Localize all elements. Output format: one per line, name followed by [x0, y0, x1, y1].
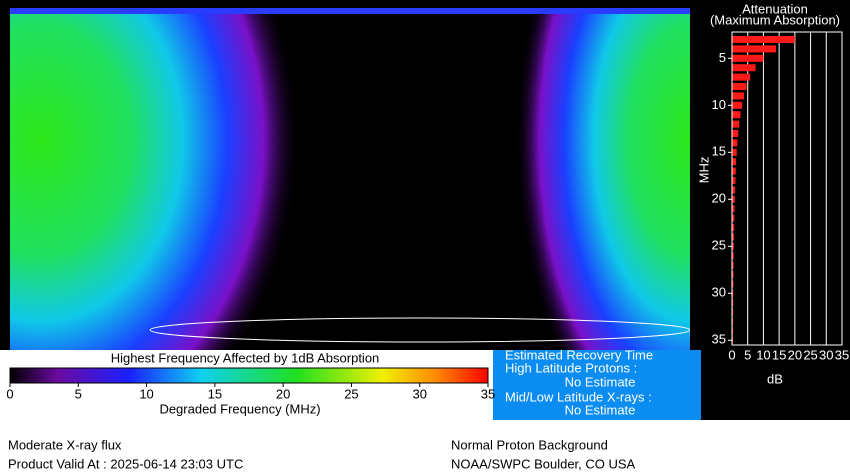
bar: [732, 158, 737, 166]
x-tick-label: 5: [744, 347, 751, 362]
colorbar-tick-label: 20: [276, 386, 290, 401]
colorbar-tick-label: 35: [481, 386, 495, 401]
x-axis-label: dB: [767, 371, 783, 386]
bar: [732, 186, 736, 194]
bar: [732, 195, 735, 203]
bar: [732, 167, 736, 175]
x-tick-label: 0: [728, 347, 735, 362]
bar: [732, 214, 735, 222]
y-tick-label: 5: [719, 50, 726, 65]
y-tick-label: 15: [712, 144, 726, 159]
bar: [732, 148, 737, 156]
coastline: [149, 317, 690, 343]
bar: [732, 54, 764, 62]
x-tick-label: 10: [756, 347, 770, 362]
footer-text: Normal Proton Background: [451, 437, 608, 452]
colorbar-tick-label: 0: [6, 386, 13, 401]
recovery-title: Estimated Recovery Time: [505, 347, 653, 362]
bar: [732, 101, 743, 109]
colorbar-tick-label: 10: [139, 386, 153, 401]
bar: [732, 139, 738, 147]
bar: [732, 299, 734, 307]
bar: [732, 261, 734, 269]
recovery-label: Mid/Low Latitude X-rays :: [505, 389, 652, 404]
chart-title: Attenuation: [742, 1, 808, 16]
footer-text: NOAA/SWPC Boulder, CO USA: [451, 456, 636, 471]
colorbar: [9, 367, 489, 384]
bar: [732, 289, 734, 297]
footer-text: Product Valid At : 2025-06-14 23:03 UTC: [8, 456, 243, 471]
bar: [732, 36, 795, 44]
bar: [732, 64, 756, 72]
bar: [732, 73, 751, 81]
bar: [732, 224, 735, 232]
colorbar-tick-label: 5: [75, 386, 82, 401]
bar: [732, 45, 776, 53]
bar: [732, 130, 739, 138]
x-tick-label: 25: [803, 347, 817, 362]
recovery-value: No Estimate: [565, 374, 636, 389]
bar: [732, 242, 734, 250]
map-absorption: [515, 8, 690, 350]
bar: [732, 318, 734, 326]
bar: [732, 233, 735, 241]
colorbar-tick-label: 30: [412, 386, 426, 401]
footer-text: Moderate X-ray flux: [8, 437, 122, 452]
y-axis-label: MHz: [696, 157, 711, 184]
colorbar-tick-label: 15: [208, 386, 222, 401]
bar: [732, 205, 735, 213]
map-top-band: [10, 8, 690, 14]
colorbar-tick-label: 25: [344, 386, 358, 401]
bar: [732, 271, 734, 279]
bar: [732, 280, 734, 288]
bar: [732, 92, 744, 100]
bar: [732, 83, 747, 91]
x-tick-label: 30: [819, 347, 833, 362]
recovery-value: No Estimate: [565, 402, 636, 417]
panel-bg: [700, 350, 850, 420]
bar: [732, 177, 736, 185]
bar: [732, 120, 740, 128]
y-tick-label: 10: [712, 97, 726, 112]
colorbar-label: Degraded Frequency (MHz): [159, 401, 320, 416]
y-tick-label: 20: [712, 191, 726, 206]
x-tick-label: 35: [835, 347, 849, 362]
colorbar-title: Highest Frequency Affected by 1dB Absorp…: [111, 350, 380, 365]
chart-subtitle: (Maximum Absorption): [710, 12, 840, 27]
x-tick-label: 20: [788, 347, 802, 362]
y-tick-label: 25: [712, 238, 726, 253]
x-tick-label: 15: [772, 347, 786, 362]
y-tick-label: 35: [712, 332, 726, 347]
map-absorption: [10, 8, 300, 350]
bar: [732, 252, 734, 260]
bar: [732, 327, 734, 335]
bar: [732, 111, 741, 119]
bar: [732, 308, 734, 316]
y-tick-label: 30: [712, 285, 726, 300]
recovery-label: High Latitude Protons :: [505, 360, 637, 375]
recovery-box: [493, 350, 701, 420]
plot-frame: [731, 31, 843, 346]
